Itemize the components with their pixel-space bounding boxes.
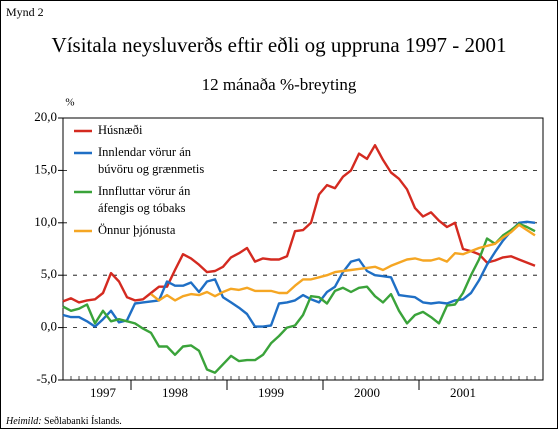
y-tick-label: 0,0 <box>41 319 57 334</box>
legend-label: Innlendar vörur án búvöru og grænmetis <box>98 145 204 176</box>
y-tick-label: 15,0 <box>34 161 57 176</box>
x-tick-label: 1997 <box>90 385 117 400</box>
y-tick-label: 10,0 <box>34 214 57 229</box>
series-line <box>62 143 536 304</box>
legend-label: Innfluttar vörur án áfengis og tóbaks <box>98 184 191 215</box>
figure-label: Mynd 2 <box>6 5 44 19</box>
y-tick-label: 20,0 <box>34 109 57 124</box>
x-tick-label: 1998 <box>162 385 188 400</box>
source-label: Heimild: <box>5 416 42 427</box>
legend-label: Húsnæði <box>98 123 143 137</box>
x-tick-label: 2001 <box>450 385 476 400</box>
source: Heimild: Seðlabanki Íslands. <box>5 415 122 427</box>
y-tick-label: -5,0 <box>36 371 57 386</box>
source-text: Seðlabanki Íslands. <box>44 415 122 427</box>
y-tick-label: 5,0 <box>41 266 57 281</box>
series-line <box>62 222 536 374</box>
series-line <box>150 223 536 302</box>
x-tick-label: 1999 <box>258 385 284 400</box>
legend-label: Önnur þjónusta <box>98 223 176 237</box>
y-axis-label: % <box>65 97 74 109</box>
series-line <box>62 220 536 328</box>
chart-subtitle: 12 mánaða %-breyting <box>202 75 357 94</box>
x-tick-label: 2000 <box>354 385 380 400</box>
chart-title: Vísitala neysluverðs eftir eðli og uppru… <box>52 33 507 57</box>
legend-background <box>68 122 268 242</box>
